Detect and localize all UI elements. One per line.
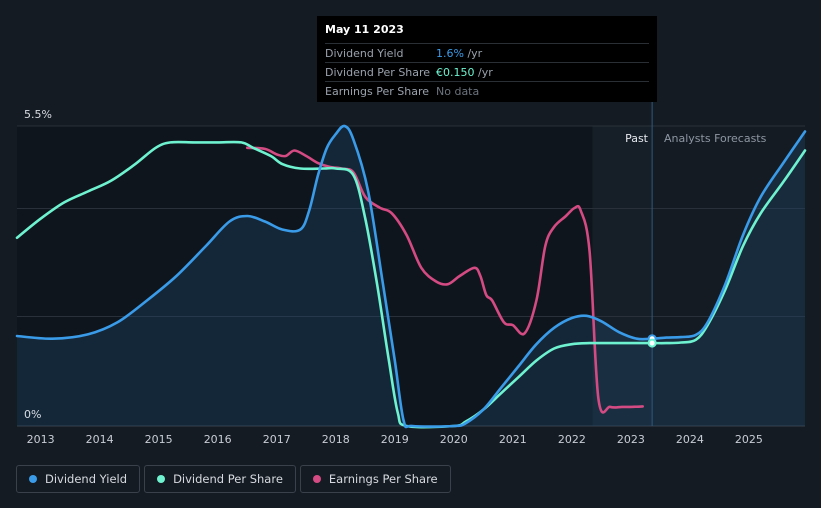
legend-label: Earnings Per Share <box>328 472 438 486</box>
past-region-shade <box>17 126 593 426</box>
earnings-per-share-line <box>245 146 644 414</box>
y-tick-label-top: 5.5% <box>24 108 52 121</box>
x-tick-label: 2014 <box>86 433 114 446</box>
cursor-markers <box>647 334 657 348</box>
tooltip-value-unit: /yr <box>474 65 493 79</box>
series-layer <box>15 124 807 429</box>
tooltip-value-unit: /yr <box>463 46 483 60</box>
past-label: Past <box>625 132 649 145</box>
x-tick-label: 2019 <box>381 433 409 446</box>
x-tick-label: 2021 <box>499 433 527 446</box>
tooltip-value-number: 1.6% <box>436 46 464 60</box>
tooltip-value-number: €0.150 <box>436 65 475 79</box>
x-tick-label: 2013 <box>27 433 55 446</box>
dividend-yield-line <box>15 124 807 429</box>
legend-dividend-per-share[interactable]: Dividend Per Share <box>144 465 296 493</box>
tooltip-value: €0.150 /yr <box>436 66 493 79</box>
dividend-yield-area <box>17 125 805 428</box>
forecast-region-shade <box>592 126 653 426</box>
tooltip-value: 1.6% /yr <box>436 47 482 60</box>
dividend-per-share-dot-icon <box>157 475 166 483</box>
x-tick-label: 2024 <box>676 433 704 446</box>
x-axis: 2013 2014 2015 2016 2017 2018 2019 2020 2021 2022… <box>27 433 763 446</box>
legend-earnings-per-share[interactable]: Earnings Per Share <box>299 465 451 493</box>
chart-legend: Dividend Yield Dividend Per Share Earnin… <box>16 465 451 493</box>
tooltip-row-dividend-yield: Dividend Yield 1.6% /yr <box>325 43 649 62</box>
dividend-yield-dot-icon <box>29 475 37 483</box>
x-tick-label: 2023 <box>617 433 645 446</box>
x-tick-label: 2017 <box>263 433 291 446</box>
x-tick-label: 2015 <box>145 433 173 446</box>
x-tick-label: 2020 <box>440 433 468 446</box>
tooltip-label: Dividend Yield <box>325 46 404 60</box>
tooltip-label: Earnings Per Share <box>325 84 430 98</box>
tooltip-value: No data <box>436 85 479 98</box>
tooltip-value-number: No data <box>436 84 480 98</box>
tooltip-label: Dividend Per Share <box>325 65 431 79</box>
tooltip-row-earnings-per-share: Earnings Per Share No data <box>325 81 649 100</box>
x-tick-label: 2022 <box>558 433 586 446</box>
earnings-per-share-dot-icon <box>312 475 321 483</box>
chart-tooltip: May 11 2023 Dividend Yield 1.6% /yr Divi… <box>317 16 657 102</box>
dividend-per-share-line <box>15 140 807 429</box>
y-tick-label-bottom: 0% <box>24 408 41 421</box>
tooltip-date: May 11 2023 <box>325 23 404 36</box>
x-tick-label: 2025 <box>735 433 763 446</box>
legend-label: Dividend Yield <box>45 472 128 486</box>
x-tick-label: 2016 <box>204 433 232 446</box>
x-tick-label: 2018 <box>322 433 350 446</box>
tooltip-row-dividend-per-share: Dividend Per Share €0.150 /yr <box>325 62 649 81</box>
forecast-label: Analysts Forecasts <box>664 132 767 145</box>
legend-label: Dividend Per Share <box>173 472 283 486</box>
legend-dividend-yield[interactable]: Dividend Yield <box>16 465 141 493</box>
dividend-per-share-marker <box>647 338 657 348</box>
